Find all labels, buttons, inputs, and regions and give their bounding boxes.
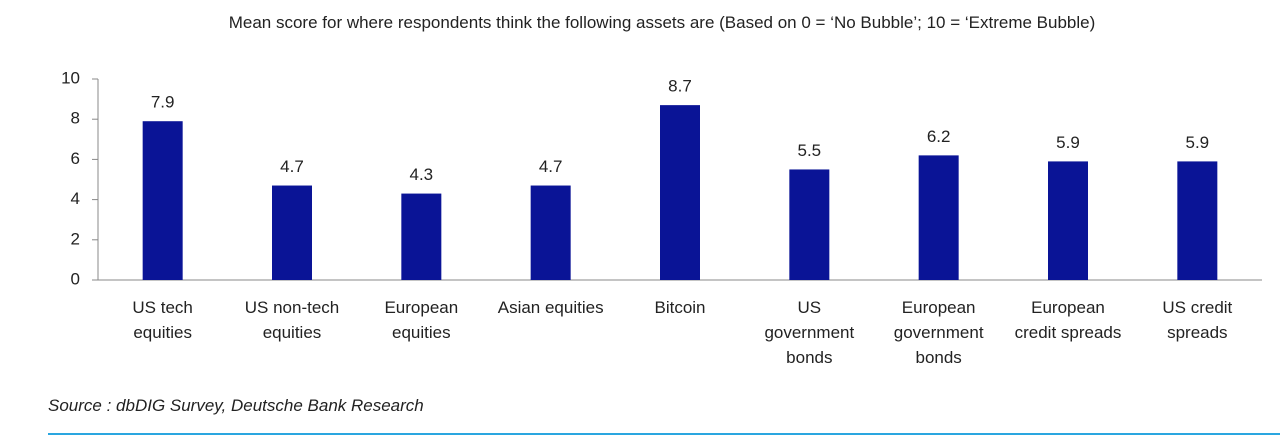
chart-title: Mean score for where respondents think t… xyxy=(228,13,1096,32)
source-note: Source : dbDIG Survey, Deutsche Bank Res… xyxy=(48,396,424,415)
bar xyxy=(1048,161,1088,280)
bar xyxy=(530,185,571,280)
x-tick-label: European government bonds xyxy=(893,298,984,367)
x-tick-label: European credit spreads xyxy=(1014,298,1122,342)
x-tick-label: US credit spreads xyxy=(1162,298,1233,342)
bar xyxy=(401,193,442,280)
x-tick-label: US tech equities xyxy=(132,298,193,342)
bar xyxy=(789,169,830,280)
x-tick-label: US non-tech equities xyxy=(244,298,340,342)
value-label: 4.3 xyxy=(410,165,434,184)
x-tick-label: Asian equities xyxy=(497,298,604,317)
value-label: 8.7 xyxy=(668,77,692,96)
y-tick-label: 4 xyxy=(71,189,80,208)
y-tick-label: 8 xyxy=(71,109,80,128)
bottom-rule xyxy=(48,433,1280,435)
x-tick-label: Bitcoin xyxy=(654,298,706,317)
value-label: 4.7 xyxy=(280,157,304,176)
value-label: 6.2 xyxy=(927,127,951,146)
x-tick-label: European equities xyxy=(384,298,459,342)
bar xyxy=(272,185,312,280)
bar xyxy=(660,105,700,280)
y-tick-label: 10 xyxy=(61,68,80,87)
y-tick-label: 2 xyxy=(71,229,80,248)
value-label: 7.9 xyxy=(151,93,175,112)
value-label: 5.5 xyxy=(798,141,822,160)
y-tick-label: 6 xyxy=(71,149,80,168)
value-label: 5.9 xyxy=(1186,133,1210,152)
y-tick-label: 0 xyxy=(71,269,80,288)
value-label: 4.7 xyxy=(539,157,563,176)
bar xyxy=(918,155,959,280)
value-label: 5.9 xyxy=(1056,133,1080,152)
bar xyxy=(1177,161,1218,280)
bar xyxy=(142,121,183,281)
x-tick-label: US government bonds xyxy=(764,298,855,367)
